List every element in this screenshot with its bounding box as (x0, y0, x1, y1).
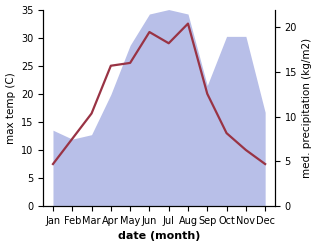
Y-axis label: med. precipitation (kg/m2): med. precipitation (kg/m2) (302, 38, 313, 178)
X-axis label: date (month): date (month) (118, 231, 200, 242)
Y-axis label: max temp (C): max temp (C) (5, 72, 16, 144)
